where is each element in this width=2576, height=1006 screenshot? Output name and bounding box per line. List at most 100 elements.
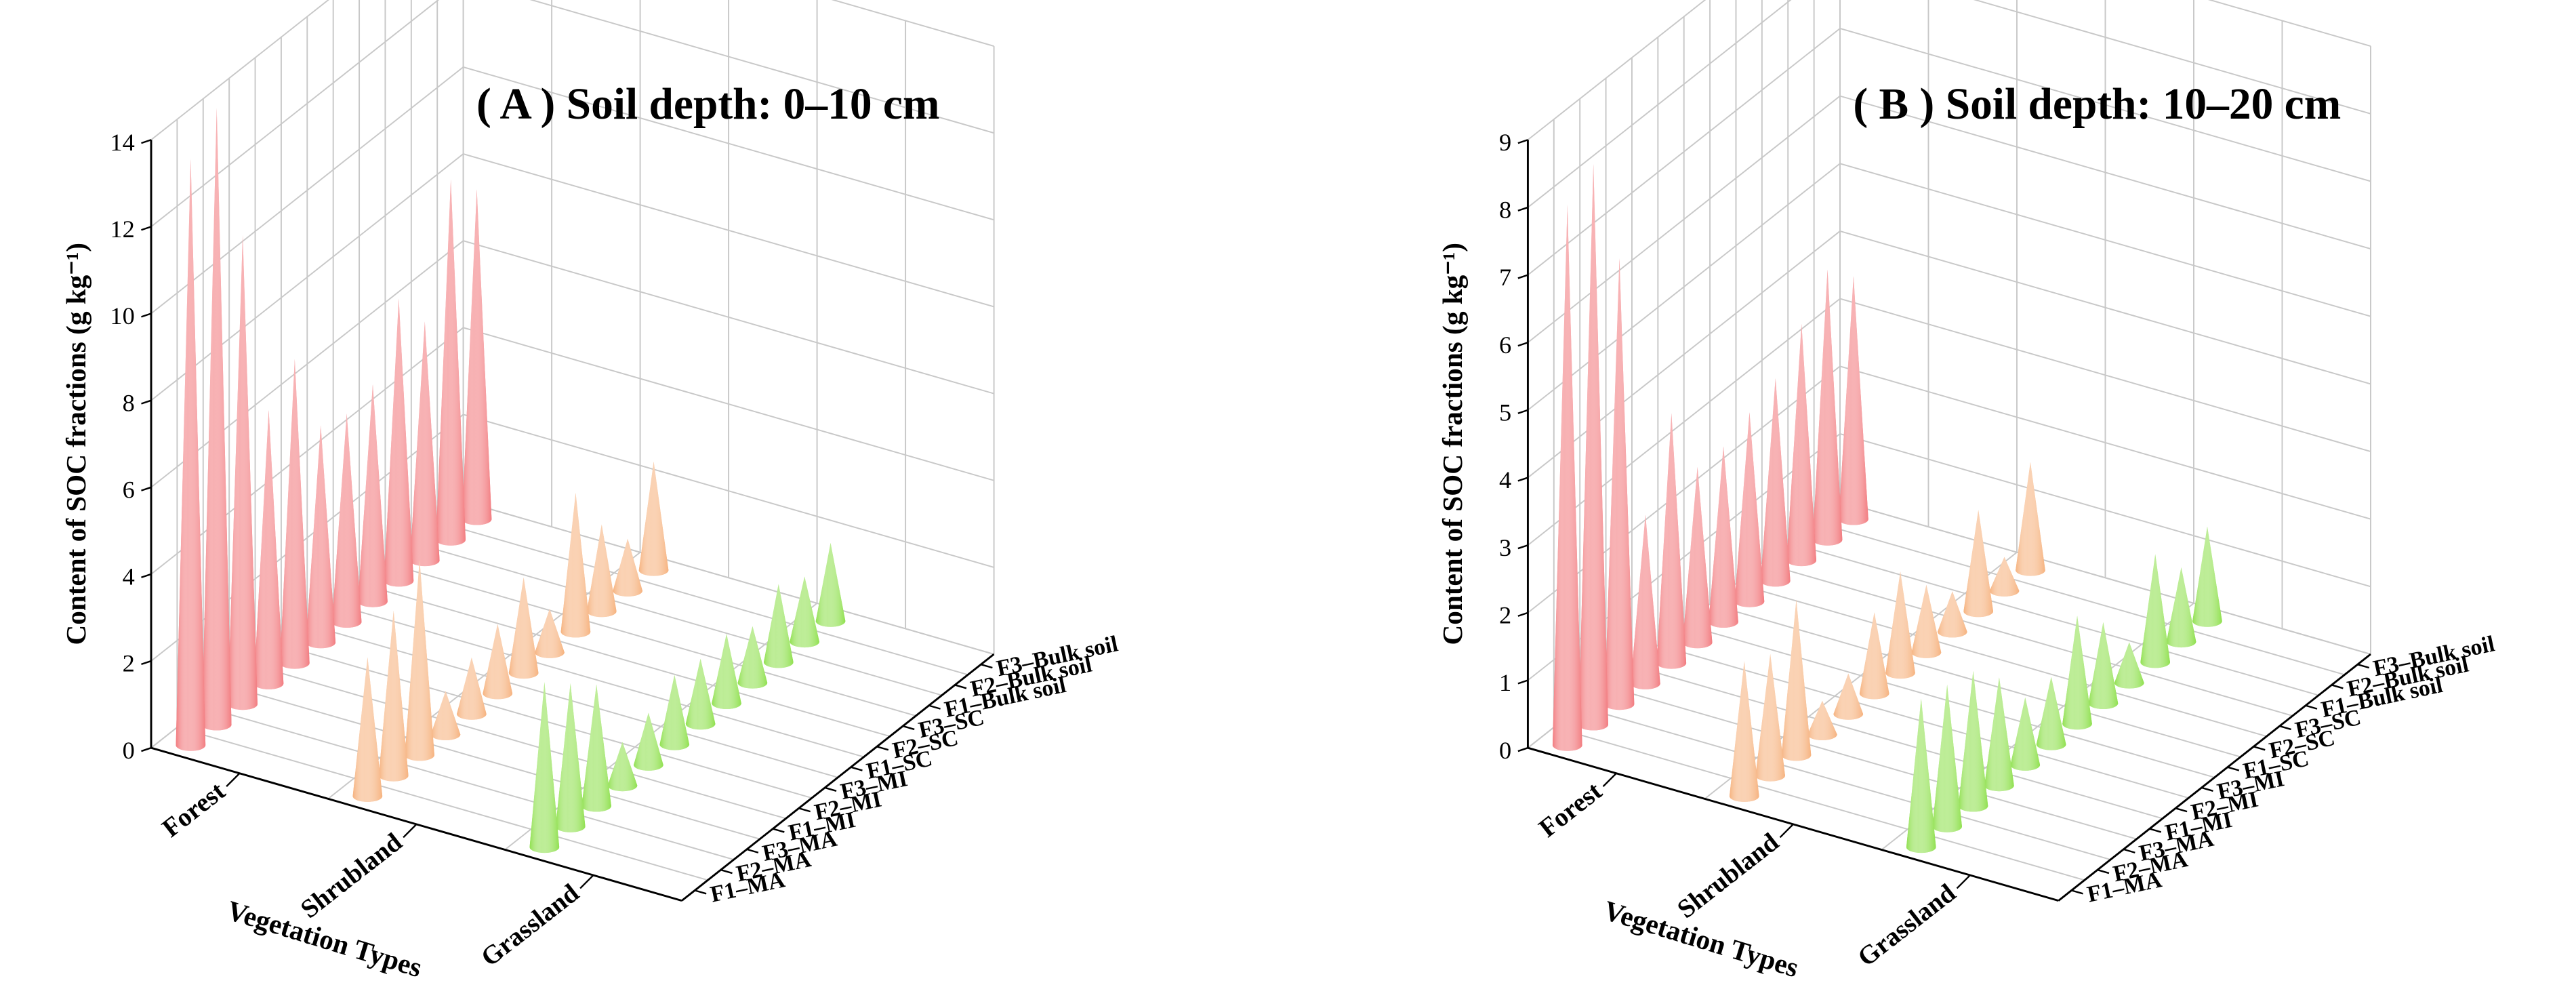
- z-tick: [2227, 766, 2240, 771]
- cone-shade: [306, 425, 336, 649]
- floor-grid: [436, 521, 968, 676]
- x-tick: [579, 874, 594, 889]
- cone-shade: [1984, 677, 2014, 792]
- category-label: Shrubland: [295, 827, 408, 924]
- cone-shade: [1755, 653, 1785, 782]
- floor-grid: [504, 603, 818, 851]
- cone-shade: [352, 657, 383, 802]
- cone-shade: [1734, 412, 1765, 607]
- cone-shade: [1932, 685, 1962, 832]
- z-tick: [773, 828, 785, 833]
- floor-grid: [1579, 706, 2111, 860]
- cone-shade: [607, 742, 638, 792]
- cone-shade: [1958, 670, 1988, 812]
- floor-grid: [1787, 542, 2319, 696]
- cone-shade: [1604, 258, 1635, 710]
- cone-shade: [1656, 413, 1687, 669]
- cone-shade: [1906, 698, 1936, 853]
- y-tick-label: 14: [110, 129, 134, 156]
- y-tick-label: 4: [1499, 466, 1511, 494]
- z-axis: [681, 653, 995, 902]
- x-tick: [1956, 874, 1971, 889]
- cone-shade: [737, 626, 768, 689]
- floor-grid: [411, 542, 943, 696]
- cone-shade: [1859, 612, 1889, 700]
- y-tick: [1517, 409, 1528, 414]
- y-tick: [1517, 342, 1528, 347]
- cone-shade: [1552, 205, 1582, 751]
- y-tick-label: 5: [1499, 399, 1511, 426]
- cone-shade: [1631, 515, 1660, 689]
- y-axis-label: Content of SOC fractions (g kg⁻¹): [60, 243, 92, 645]
- category-label: Shrubland: [1672, 827, 1784, 924]
- cone-shade: [1812, 269, 1843, 546]
- floor-grid: [1553, 726, 2085, 881]
- cone-shade: [436, 179, 466, 546]
- floor-grid: [1761, 562, 2293, 717]
- y-tick: [1517, 274, 1528, 279]
- cone-shade: [712, 633, 741, 709]
- cone-shade: [763, 584, 794, 668]
- z-tick: [2175, 807, 2188, 813]
- y-tick: [141, 226, 152, 231]
- y-tick-label: 0: [123, 737, 135, 764]
- y-tick: [141, 399, 152, 405]
- y-tick: [1517, 611, 1528, 617]
- floor-grid: [1704, 551, 2018, 800]
- cone-shade: [1839, 276, 1868, 525]
- y-tick-label: 6: [1499, 331, 1511, 359]
- z-tick: [2331, 684, 2344, 689]
- cone-shade: [2062, 616, 2092, 730]
- cone-shade: [638, 461, 669, 576]
- floor-grid: [1814, 521, 2345, 676]
- cone-shade: [253, 409, 284, 689]
- cone-shade: [535, 609, 565, 658]
- cone-shade: [378, 610, 409, 782]
- category-label: Forest: [157, 776, 230, 843]
- cone-shade: [634, 712, 663, 771]
- x-tick: [1779, 824, 1794, 839]
- y-tick-label: 12: [110, 216, 134, 243]
- y-tick-label: 6: [123, 476, 135, 503]
- cone-shade: [1781, 599, 1812, 761]
- y-tick: [1517, 206, 1528, 212]
- cone-shade: [358, 384, 388, 607]
- z-tick: [902, 725, 915, 731]
- z-tick: [851, 766, 863, 771]
- cone-shade: [1937, 591, 1967, 638]
- floor-grid: [1839, 500, 2371, 655]
- chart-title: ( A ) Soil depth: 0–10 cm: [476, 80, 939, 129]
- z-tick: [2253, 746, 2266, 751]
- cone-shade: [409, 321, 440, 567]
- z-tick: [2279, 725, 2291, 731]
- y-tick-label: 1: [1499, 669, 1511, 696]
- z-tick: [2201, 786, 2213, 792]
- z-tick: [2305, 704, 2318, 710]
- cone-shade: [483, 624, 513, 700]
- floor-grid: [1606, 685, 2137, 840]
- cone-shade: [1729, 661, 1759, 802]
- cone-shade: [2016, 462, 2045, 576]
- cone-shade: [586, 524, 617, 618]
- z-tick: [954, 684, 967, 689]
- z-tick: [2097, 869, 2110, 874]
- cone-shade: [201, 108, 232, 731]
- z-tick: [746, 848, 759, 853]
- floor-grid: [203, 706, 735, 860]
- cone-shade: [280, 359, 310, 669]
- z-tick: [798, 807, 811, 813]
- y-tick-label: 8: [1499, 197, 1511, 224]
- chart-title: ( B ) Soil depth: 10–20 cm: [1853, 80, 2341, 129]
- y-tick: [141, 139, 152, 144]
- floor-grid: [385, 562, 916, 717]
- y-tick-label: 4: [123, 563, 135, 590]
- cone-shade: [462, 189, 492, 525]
- z-tick: [720, 869, 733, 874]
- y-tick-label: 8: [123, 389, 135, 416]
- cone-shade: [384, 298, 414, 587]
- cone-shade: [555, 683, 586, 832]
- z-tick: [2071, 889, 2083, 895]
- z-tick: [694, 889, 707, 895]
